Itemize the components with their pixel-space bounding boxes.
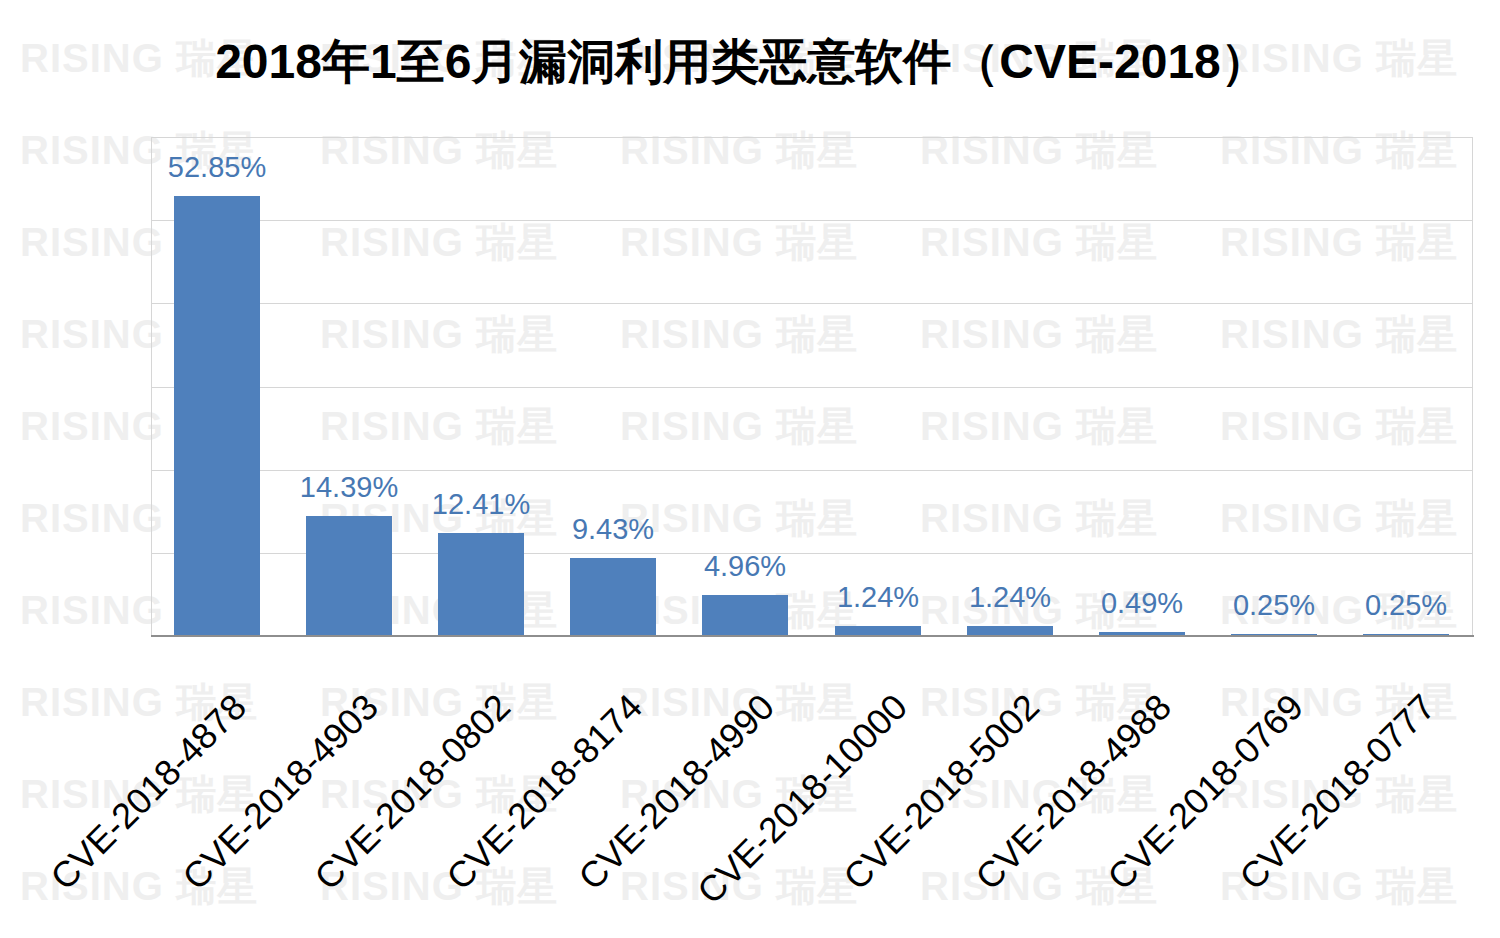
rising-watermark-text: RISING 瑞星	[620, 314, 858, 354]
rising-watermark-text: RISING 瑞星	[1220, 222, 1458, 262]
rising-watermark-text: RISING 瑞星	[920, 222, 1158, 262]
rising-watermark-text: RISING 瑞星	[1220, 406, 1458, 446]
rising-watermark-text: RISING 瑞星	[920, 130, 1158, 170]
chart-title: 2018年1至6月漏洞利用类恶意软件（CVE-2018）	[0, 30, 1484, 94]
bar-CVE-2018-4903	[306, 516, 392, 636]
rising-watermark-text: RISING 瑞星	[320, 222, 558, 262]
bar-CVE-2018-4990	[702, 595, 788, 636]
rising-watermark-text: RISING 瑞星	[620, 222, 858, 262]
value-label-CVE-2018-4990: 4.96%	[645, 550, 845, 583]
rising-watermark-text: RISING 瑞星	[320, 406, 558, 446]
bar-CVE-2018-4878	[174, 196, 260, 636]
chart-canvas: RISING 瑞星 RISING 瑞星 RISING 瑞星 RISING 瑞星 RISI…	[0, 0, 1500, 938]
rising-watermark-text: RISING 瑞星	[1220, 130, 1458, 170]
rising-watermark-text: RISING 瑞星	[920, 406, 1158, 446]
value-label-CVE-2018-8174: 9.43%	[513, 513, 713, 546]
bar-CVE-2018-0802	[438, 533, 524, 636]
rising-watermark-text: RISING 瑞星	[620, 406, 858, 446]
rising-watermark-text: RISING 瑞星	[1220, 314, 1458, 354]
rising-watermark-text: RISING 瑞星	[1220, 498, 1458, 538]
rising-watermark-text: RISING 瑞星	[320, 130, 558, 170]
gridline-30-percent	[151, 387, 1472, 388]
plot-border-right	[1472, 137, 1473, 636]
bar-CVE-2018-8174	[570, 558, 656, 636]
gridline-50-percent	[151, 220, 1472, 221]
gridline-40-percent	[151, 303, 1472, 304]
value-label-CVE-2018-4878: 52.85%	[117, 151, 317, 184]
x-axis-line	[151, 635, 1474, 637]
value-label-CVE-2018-0777: 0.25%	[1306, 589, 1500, 622]
gridline-60-percent	[151, 137, 1472, 138]
rising-watermark-text: RISING 瑞星	[920, 314, 1158, 354]
rising-watermark-text: RISING 瑞星	[620, 130, 858, 170]
rising-watermark-text: RISING 瑞星	[320, 314, 558, 354]
plot-border-left	[151, 137, 152, 636]
rising-watermark-text: RISING 瑞星	[920, 498, 1158, 538]
